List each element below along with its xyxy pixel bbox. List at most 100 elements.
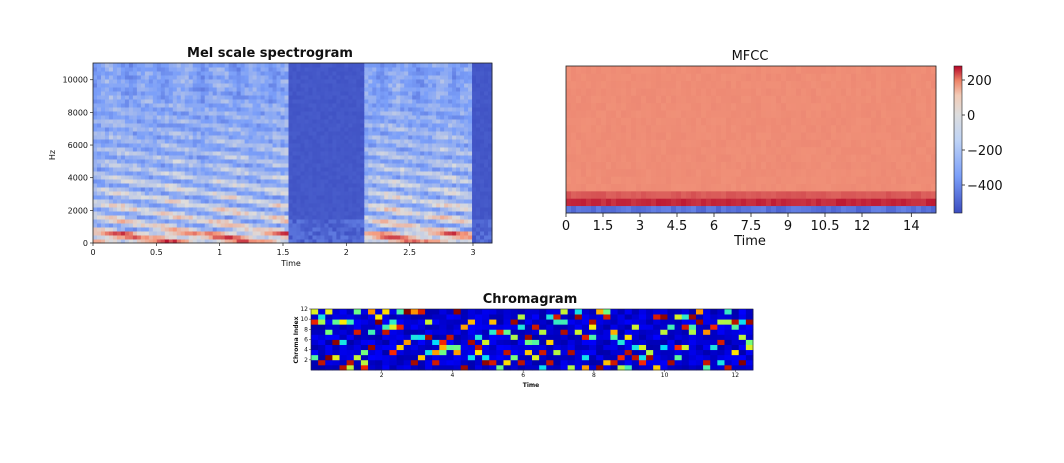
mel-cell: [116, 79, 122, 84]
mel-cell: [260, 103, 266, 108]
mel-cell: [356, 179, 361, 184]
mel-cell: [388, 191, 393, 196]
mel-cell: [380, 159, 385, 164]
mel-cell: [332, 211, 337, 216]
mel-cell: [476, 83, 481, 88]
mel-cell: [236, 131, 242, 136]
mfcc-cell: [591, 66, 597, 74]
mel-cell: [160, 107, 166, 112]
mel-cell: [144, 163, 150, 168]
mel-cell: [116, 127, 122, 132]
mel-cell: [316, 67, 321, 72]
mel-cell: [188, 135, 194, 140]
mel-cell: [104, 151, 110, 156]
mel-cell: [248, 227, 254, 232]
mel-cell: [93, 171, 98, 176]
mel-cell: [340, 131, 345, 136]
mel-cell: [148, 207, 154, 212]
mel-cell: [276, 191, 282, 196]
mel-cell: [128, 203, 134, 208]
mel-cell: [452, 127, 457, 132]
mel-cell: [236, 135, 242, 140]
mel-cell: [120, 227, 126, 232]
mel-cell: [276, 79, 282, 84]
mel-cell: [380, 163, 385, 168]
mel-cell: [488, 171, 493, 176]
mel-cell: [416, 187, 421, 192]
mel-cell: [416, 219, 421, 224]
mel-cell: [288, 167, 293, 172]
mel-cell: [468, 155, 473, 160]
mel-cell: [444, 87, 449, 92]
mel-cell: [424, 63, 429, 68]
mel-cell: [196, 79, 202, 84]
mel-cell: [276, 103, 282, 108]
mel-cell: [296, 115, 301, 120]
mel-cell: [296, 111, 301, 116]
mel-cell: [352, 71, 357, 76]
mfcc-cell: [601, 183, 607, 192]
mfcc-cell: [626, 95, 632, 104]
mel-cell: [332, 195, 337, 200]
mel-cell: [440, 111, 445, 116]
mel-cell: [444, 207, 449, 212]
mfcc-cell: [591, 117, 597, 126]
mel-cell: [432, 143, 437, 148]
mel-cell: [352, 211, 357, 216]
mel-cell: [424, 83, 429, 88]
mfcc-cell: [661, 154, 667, 162]
mel-cell: [364, 103, 369, 108]
mel-cell: [384, 203, 389, 208]
mel-cell: [252, 219, 258, 224]
mel-cell: [352, 179, 357, 184]
mel-cell: [400, 163, 405, 168]
mel-cell: [220, 87, 226, 92]
mel-cell: [152, 67, 158, 72]
mfcc-cell: [606, 176, 612, 184]
mel-cell: [300, 187, 305, 192]
mel-cell: [276, 187, 282, 192]
mel-cell: [272, 103, 278, 108]
mel-cell: [164, 95, 170, 100]
mel-cell: [120, 115, 126, 120]
mel-cell: [96, 231, 102, 236]
mel-cell: [468, 199, 473, 204]
mel-cell: [116, 187, 122, 192]
mel-cell: [196, 171, 202, 176]
mel-cell: [196, 163, 202, 168]
mel-cell: [276, 143, 282, 148]
mfcc-cell: [611, 198, 617, 207]
mel-cell: [208, 215, 214, 220]
mel-cell: [472, 119, 477, 124]
mel-cell: [164, 151, 170, 156]
mel-cell: [188, 231, 194, 236]
mfcc-cell: [601, 139, 607, 148]
mel-cell: [176, 143, 182, 148]
mel-cell: [472, 67, 477, 72]
mel-cell: [384, 95, 389, 100]
mfcc-cell: [676, 117, 682, 126]
mel-cell: [93, 223, 98, 228]
mel-cell: [93, 75, 98, 80]
mel-cell: [408, 95, 413, 100]
mfcc-cell: [651, 124, 657, 133]
mel-cell: [292, 199, 297, 204]
mel-cell: [212, 203, 218, 208]
mfcc-cell: [591, 205, 597, 214]
mel-cell: [248, 119, 254, 124]
mel-cell: [168, 215, 174, 220]
mel-cell: [428, 111, 433, 116]
mel-cell: [468, 63, 473, 68]
mel-cell: [324, 151, 329, 156]
mfcc-cell: [631, 161, 637, 170]
mel-cell: [488, 231, 493, 236]
mel-cell: [440, 227, 445, 232]
mel-cell: [192, 63, 198, 68]
mel-cell: [280, 107, 286, 112]
mel-cell: [100, 75, 106, 80]
mel-cell: [196, 155, 202, 160]
mel-cell: [168, 239, 174, 244]
mel-cell: [152, 107, 158, 112]
mel-cell: [464, 235, 469, 240]
